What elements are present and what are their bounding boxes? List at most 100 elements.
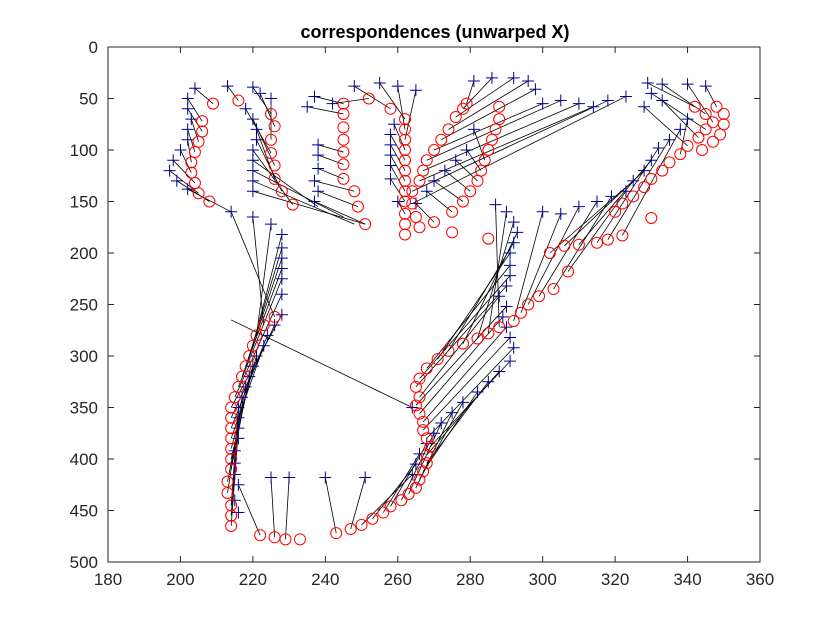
correspondence-line (390, 178, 406, 202)
plus-marker (656, 78, 669, 91)
plus-marker (435, 416, 448, 429)
plus-marker (246, 113, 259, 126)
circle-marker (706, 135, 719, 148)
correspondence-line (422, 103, 580, 171)
correspondence-line (430, 360, 511, 447)
circle-marker (543, 247, 556, 259)
correspondence-line (397, 86, 406, 130)
correspondence-line (549, 180, 634, 254)
circle-marker (572, 238, 585, 251)
correspondence-line (466, 149, 482, 171)
x-tick-label: 360 (746, 570, 774, 589)
circle-marker (471, 174, 484, 187)
plus-marker (681, 78, 694, 91)
correspondence-line (520, 213, 562, 313)
plus-marker (246, 144, 259, 156)
circle-marker (221, 486, 234, 499)
circle-marker (417, 415, 430, 428)
plus-marker (275, 308, 288, 321)
y-tick-label: 100 (70, 141, 98, 160)
circle-marker (268, 172, 281, 185)
plus-marker (174, 144, 187, 156)
plus-marker (225, 205, 238, 218)
circle-marker (225, 463, 238, 476)
circle-marker (362, 92, 375, 105)
circle-marker (232, 94, 245, 107)
x-tick-label: 220 (239, 570, 267, 589)
plus-marker (493, 365, 506, 378)
correspondence-line (332, 98, 369, 105)
circle-marker (268, 159, 281, 172)
circle-marker (417, 465, 430, 478)
correspondence-line (661, 83, 706, 115)
circle-marker (591, 236, 603, 249)
correspondence-line (513, 211, 544, 322)
correspondence-line (622, 129, 681, 236)
plus-marker (507, 71, 520, 84)
plus-marker (181, 92, 194, 105)
plus-marker (188, 82, 201, 95)
plus-marker (239, 380, 252, 393)
plus-marker (326, 97, 339, 110)
circle-marker (359, 218, 372, 231)
correspondence-line (372, 463, 417, 519)
correspondence-line (466, 80, 475, 104)
chart-title: correspondences (unwarped X) (300, 22, 569, 42)
correspondence-line (238, 484, 261, 536)
circle-marker (254, 529, 267, 542)
correspondence-line (252, 180, 355, 225)
circle-marker (236, 370, 249, 383)
circle-marker (507, 314, 520, 327)
circle-marker (645, 172, 658, 185)
circle-marker (409, 380, 422, 393)
x-tick-label: 300 (528, 570, 556, 589)
plus-marker (460, 144, 473, 156)
circle-marker (348, 185, 361, 198)
plus-marker (456, 396, 469, 409)
correspondence-line (455, 77, 514, 118)
circle-marker (337, 121, 350, 134)
plus-marker (645, 87, 658, 100)
circle-marker (265, 133, 277, 146)
plus-marker (652, 141, 665, 154)
y-tick-label: 150 (70, 193, 98, 212)
circle-marker (239, 360, 252, 373)
circle-marker (409, 481, 422, 494)
correspondence-line (448, 242, 515, 352)
correspondence-line (422, 326, 507, 423)
circle-marker (225, 422, 238, 435)
plus-marker (275, 288, 288, 301)
plus-marker (638, 164, 651, 177)
correspondence-line (169, 170, 199, 194)
plus-marker (500, 205, 513, 218)
circle-marker (482, 144, 495, 156)
plus-marker (554, 94, 567, 107)
plus-marker (265, 471, 277, 484)
correspondence-line (187, 108, 203, 132)
correspondence-line (187, 98, 203, 122)
plus-marker (641, 77, 654, 90)
correspondence-line (419, 106, 594, 182)
circle-marker (185, 166, 198, 179)
circle-marker (355, 518, 368, 531)
circle-marker (681, 139, 694, 152)
circle-marker (185, 156, 198, 169)
circle-marker (268, 120, 281, 133)
plus-marker (170, 174, 183, 187)
correspondence-line (426, 100, 561, 161)
plus-marker (446, 406, 459, 419)
plus-marker (428, 174, 440, 187)
circle-marker (399, 164, 412, 177)
circle-marker (413, 221, 426, 234)
circle-marker (399, 113, 412, 126)
circle-marker (265, 107, 277, 120)
correspondence-line (317, 168, 344, 180)
circle-marker (409, 210, 422, 223)
plus-marker (409, 84, 422, 97)
circle-marker (562, 265, 575, 278)
circle-marker (449, 111, 462, 124)
circle-marker (485, 133, 498, 146)
correspondence-line (230, 345, 265, 439)
circle-marker (196, 115, 209, 128)
correspondence-line (419, 296, 500, 398)
